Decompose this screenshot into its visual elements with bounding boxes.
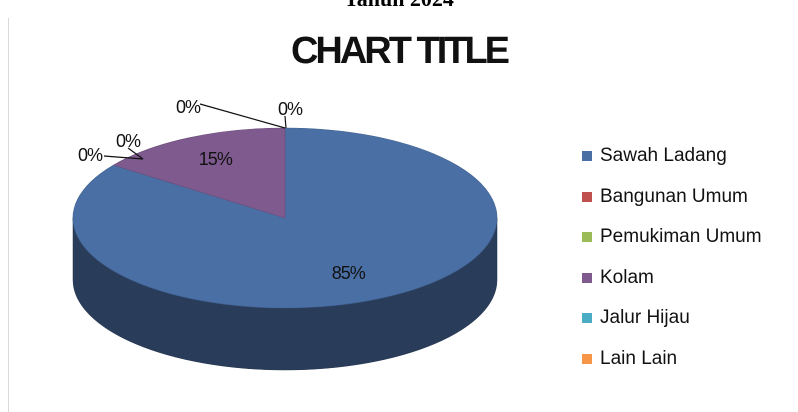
leader-line-bangunan-umum (284, 115, 287, 129)
legend-label: Pemukiman Umum (600, 226, 762, 248)
chart-legend: Sawah Ladang Bangunan Umum Pemukiman Umum K… (582, 136, 794, 379)
chart-frame-border (8, 18, 9, 412)
data-label-bangunan-umum: 0% (278, 99, 303, 119)
leader-line-jalur-hijau (127, 147, 144, 160)
legend-swatch (582, 151, 592, 162)
legend-label: Kolam (600, 266, 654, 288)
page-caption: Tahun 2024 (0, 0, 798, 12)
leader-line-lain-lain (103, 155, 144, 160)
legend-label: Jalur Hijau (600, 307, 690, 329)
legend-label: Bangunan Umum (600, 185, 748, 207)
pie-slice-kolam (112, 127, 286, 219)
chart-title: CHART TITLE (290, 30, 510, 72)
legend-swatch (582, 313, 592, 324)
legend-item-bangunan-umum: Bangunan Umum (582, 177, 794, 218)
legend-item-lain-lain: Lain Lain (582, 339, 794, 380)
legend-item-pemukiman-umum: Pemukiman Umum (582, 217, 794, 258)
legend-swatch (582, 191, 592, 202)
data-label-pemukiman-umum: 0% (176, 97, 201, 117)
data-label-jalur-hijau: 0% (116, 131, 141, 151)
legend-swatch (582, 232, 592, 243)
data-label-lain-lain: 0% (78, 145, 103, 165)
legend-item-jalur-hijau: Jalur Hijau (582, 298, 794, 339)
data-label-kolam: 15% (199, 149, 233, 169)
legend-item-sawah-ladang: Sawah Ladang (582, 136, 794, 177)
legend-item-kolam: Kolam (582, 258, 794, 299)
legend-label: Sawah Ladang (600, 145, 727, 167)
legend-swatch (582, 272, 592, 283)
legend-swatch (582, 353, 592, 364)
leader-line-pemukiman-umum (199, 103, 286, 129)
data-label-sawah-ladang: 85% (332, 263, 366, 283)
legend-label: Lain Lain (600, 347, 678, 369)
